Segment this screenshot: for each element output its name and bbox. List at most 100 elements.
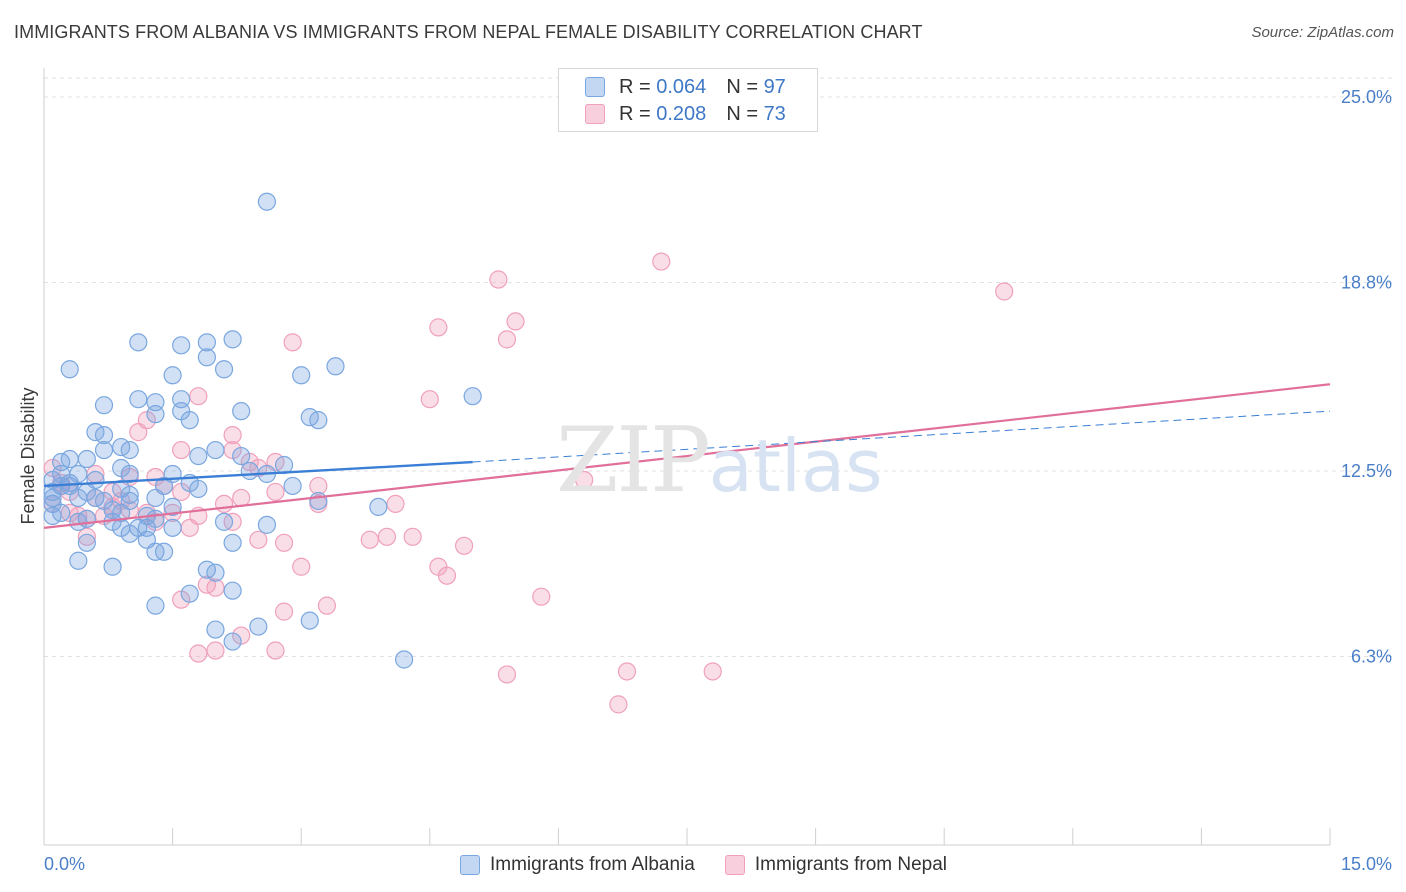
nepal-point (232, 488, 251, 508)
albania-point (60, 360, 79, 379)
albania-point (394, 650, 414, 669)
y-tick-label: 6.3% (1351, 647, 1392, 667)
nepal-legend-label: Immigrants from Nepal (754, 854, 948, 875)
y-tick-label: 25.0% (1341, 87, 1392, 107)
albania-point (120, 485, 139, 505)
nepal-trend-line (43, 383, 1331, 529)
albania-point (94, 440, 114, 460)
albania-point (69, 551, 88, 570)
albania-point (240, 461, 259, 481)
nepal-point (214, 494, 234, 514)
albania-legend-swatch (460, 855, 480, 875)
nepal-point (189, 387, 208, 406)
albania-point (283, 476, 302, 496)
legend-row-nepal: R = 0.208 N = 73 (585, 102, 786, 126)
nepal-point (609, 695, 628, 714)
albania-point (154, 476, 174, 496)
albania-point (206, 620, 225, 639)
axis-labels: 6.3% 12.5% 18.8% 25.0% 0.0% 15.0% Female Disab… (18, 87, 1392, 874)
nepal-r-label: R = (619, 102, 651, 125)
albania-legend-label: Immigrants from Albania (490, 854, 695, 875)
albania-point (77, 533, 96, 552)
nepal-point (420, 390, 439, 409)
albania-point (300, 611, 319, 630)
gridlines (44, 77, 1392, 658)
nepal-swatch (585, 104, 605, 124)
albania-point (94, 425, 114, 445)
nepal-point (489, 270, 508, 289)
nepal-point (360, 530, 379, 549)
albania-swatch (585, 77, 605, 97)
nepal-point (274, 533, 294, 552)
watermark-atlas: atlas (708, 424, 883, 508)
albania-point (94, 396, 114, 415)
nepal-point (309, 476, 328, 496)
legend-row-albania: R = 0.064 N = 97 (585, 75, 786, 99)
albania-point (180, 584, 199, 603)
nepal-point (454, 536, 474, 555)
albania-point (257, 192, 277, 211)
albania-point (120, 464, 139, 484)
nepal-point (189, 644, 208, 663)
y-tick-label: 12.5% (1341, 461, 1392, 481)
albania-point (232, 402, 251, 421)
albania-point (326, 357, 345, 376)
albania-point (180, 411, 199, 430)
albania-point (103, 557, 122, 576)
nepal-point (206, 578, 225, 597)
albania-trend-line (43, 460, 473, 488)
legend-item-nepal: Immigrants from Nepal (724, 854, 948, 876)
albania-n-value: 97 (763, 75, 786, 98)
albania-point (172, 336, 191, 355)
albania-point (214, 360, 234, 379)
albania-point (77, 482, 96, 502)
nepal-point (283, 333, 302, 352)
nepal-legend-swatch (724, 855, 745, 875)
albania-point (223, 533, 242, 552)
y-axis-label: Female Disability (18, 387, 38, 524)
legend-item-albania: Immigrants from Albania (460, 854, 695, 876)
chart-title: IMMIGRANTS FROM ALBANIA VS IMMIGRANTS FR… (14, 22, 923, 42)
nepal-point (317, 596, 337, 615)
albania-point (77, 449, 96, 469)
albania-point (189, 446, 208, 466)
albania-point (249, 617, 268, 636)
nepal-r-value: 0.208 (656, 102, 707, 125)
x-tick-label: 0.0% (44, 854, 85, 874)
albania-n-label: N = (726, 75, 758, 98)
albania-point (154, 542, 174, 561)
nepal-point (703, 662, 722, 681)
albania-point (292, 366, 311, 385)
albania-points (43, 192, 482, 669)
albania-point (197, 348, 216, 367)
albania-point (214, 512, 234, 531)
trend-lines (43, 383, 1331, 529)
nepal-point (386, 494, 405, 514)
albania-point (309, 491, 328, 511)
albania-point (463, 387, 482, 406)
nepal-n-value: 73 (763, 102, 786, 125)
axes (43, 68, 1331, 846)
albania-point (163, 497, 182, 517)
chart-source: Source: ZipAtlas.com (1251, 24, 1394, 41)
albania-point (146, 596, 165, 615)
nepal-point (995, 282, 1014, 301)
albania-point (129, 333, 148, 352)
albania-point (43, 488, 62, 508)
nepal-point (77, 527, 96, 546)
albania-point (232, 446, 251, 466)
nepal-point (266, 482, 285, 502)
nepal-point (266, 641, 285, 660)
albania-point (206, 563, 225, 582)
nepal-point (180, 518, 199, 537)
albania-point (223, 632, 242, 651)
albania-point (223, 581, 242, 600)
albania-r-label: R = (619, 75, 651, 98)
x-tick-label: 15.0% (1341, 854, 1392, 874)
nepal-point (497, 665, 517, 684)
y-tick-label: 18.8% (1341, 273, 1392, 293)
albania-trend-extension (472, 410, 1331, 463)
nepal-point (249, 530, 268, 549)
albania-point (309, 411, 328, 430)
nepal-point (429, 318, 448, 337)
